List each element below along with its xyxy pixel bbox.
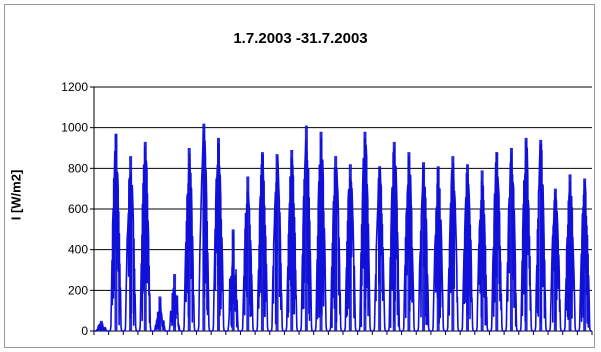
y-tick-label: 0 [81,324,88,338]
y-tick-label: 600 [68,202,88,216]
y-tick-label: 1200 [61,80,88,94]
y-tick-label: 400 [68,243,88,257]
y-tick-label: 200 [68,283,88,297]
chart-title: 1.7.2003 -31.7.2003 [233,30,368,47]
y-tick-label: 800 [68,161,88,175]
series-line [93,126,593,332]
y-tick-label: 1000 [61,121,88,135]
